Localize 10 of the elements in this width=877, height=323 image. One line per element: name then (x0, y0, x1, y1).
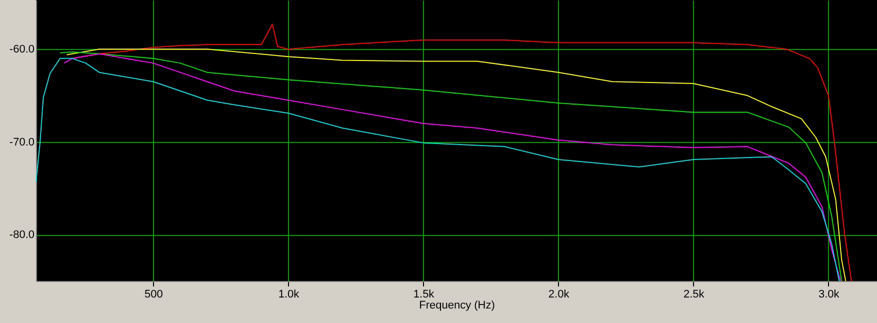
x-tick-label: 2.0k (548, 288, 570, 300)
x-tick-label: 500 (144, 288, 163, 300)
x-tick-label: 1.0k (278, 288, 300, 300)
y-tick-label: -60.0 (9, 44, 34, 56)
y-tick-label: -80.0 (9, 229, 34, 242)
x-axis-title: Frequency (Hz) (419, 300, 495, 312)
x-tick-label: 1.5k (413, 288, 435, 300)
x-tick-label: 2.5k (683, 288, 705, 300)
y-tick-label: -70.0 (9, 136, 34, 148)
x-tick-label: 3.0k (818, 288, 840, 300)
